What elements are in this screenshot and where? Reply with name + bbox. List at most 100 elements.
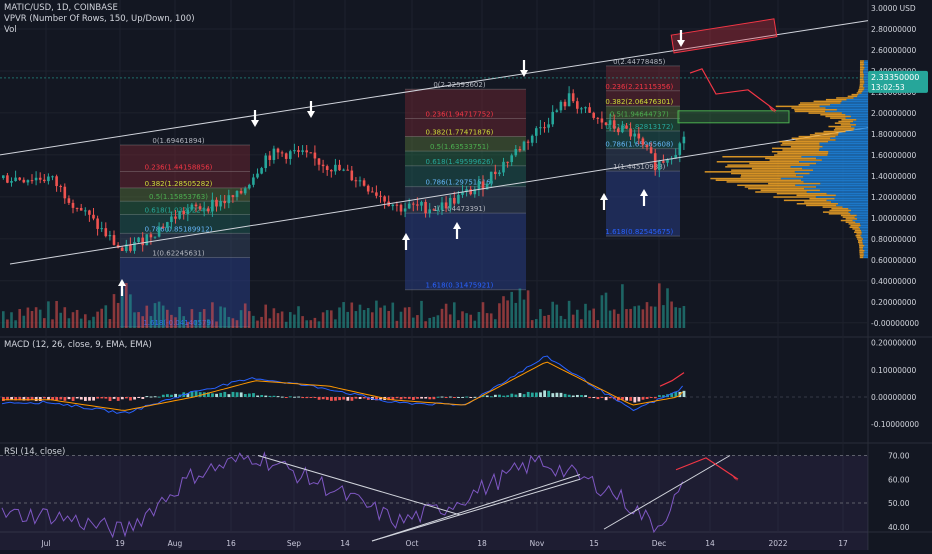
macd-legend[interactable]: MACD (12, 26, close, 9, EMA, EMA) xyxy=(4,340,152,350)
fib-band xyxy=(405,89,526,119)
volume-bar xyxy=(338,307,341,328)
vpvr-row-up xyxy=(863,83,868,86)
vpvr-row-down xyxy=(828,125,852,128)
price-candle xyxy=(489,171,493,184)
date-tick-label: 17 xyxy=(838,539,848,548)
vpvr-legend[interactable]: VPVR (Number Of Rows, 150, Up/Down, 100) xyxy=(4,14,195,24)
price-candle xyxy=(71,202,75,208)
macd-histogram-bar xyxy=(125,397,128,399)
sell-arrow-head xyxy=(251,120,259,127)
macd-histogram-bar xyxy=(395,397,399,399)
volume-bar xyxy=(239,310,243,328)
volume-bar xyxy=(506,300,509,328)
sell-arrow-head xyxy=(307,111,315,118)
price-candle xyxy=(604,122,608,125)
vpvr-row-down xyxy=(831,208,849,210)
volume-bar xyxy=(26,307,30,328)
macd-histogram-bar xyxy=(313,397,317,398)
price-candle xyxy=(84,210,87,212)
vpvr-row-up xyxy=(848,208,868,210)
price-candle xyxy=(338,164,341,171)
price-candle xyxy=(108,235,112,237)
volume-bar xyxy=(555,304,559,328)
volume-bar xyxy=(215,321,218,328)
vpvr-row-up xyxy=(806,191,868,193)
price-candle xyxy=(325,166,329,170)
vpvr-row-down xyxy=(859,85,864,87)
vpvr-row-down xyxy=(798,103,831,106)
volume-bar xyxy=(313,317,317,328)
fib-level-label: 0.786(1.29751516) xyxy=(426,179,494,187)
macd-histogram-bar xyxy=(301,397,305,399)
vpvr-row-up xyxy=(864,63,868,66)
volume-bar xyxy=(198,311,202,328)
vpvr-row-down xyxy=(737,184,796,187)
vpvr-row-down xyxy=(825,115,851,118)
vpvr-row-up xyxy=(863,65,868,67)
volume-bar xyxy=(629,308,632,328)
macd-histogram-bar xyxy=(653,397,657,399)
macd-histogram-bar xyxy=(14,397,18,401)
price-tick-label: 2.80000000 xyxy=(871,25,917,34)
volume-bar xyxy=(96,311,99,328)
vpvr-row-up xyxy=(864,249,868,252)
volume-bar xyxy=(22,315,26,328)
vpvr-row-down xyxy=(715,179,802,181)
fib-level-label: 0.5(1.15853763) xyxy=(149,193,208,201)
price-candle xyxy=(215,199,218,207)
volume-bar xyxy=(547,314,550,328)
rsi-legend[interactable]: RSI (14, close) xyxy=(4,447,66,457)
price-candle xyxy=(309,152,313,154)
vpvr-row-up xyxy=(825,110,868,113)
volume-bar xyxy=(399,311,403,328)
price-candle xyxy=(457,194,460,204)
price-candle xyxy=(6,175,9,183)
channel-lower-line xyxy=(9,127,869,265)
vpvr-row-up xyxy=(822,145,868,148)
price-candle xyxy=(211,199,214,212)
vpvr-row-down xyxy=(833,129,854,131)
macd-histogram-bar xyxy=(75,397,79,399)
price-candle xyxy=(592,112,595,118)
macd-histogram-bar xyxy=(645,397,649,399)
macd-histogram-bar xyxy=(256,395,259,397)
macd-histogram-bar xyxy=(92,397,95,401)
vpvr-row-up xyxy=(836,204,868,207)
macd-histogram-bar xyxy=(211,393,214,397)
macd-histogram-bar xyxy=(239,392,243,397)
vpvr-row-down xyxy=(710,177,781,180)
macd-histogram-bar xyxy=(149,396,153,398)
volume-bar xyxy=(358,304,362,328)
volume-bar xyxy=(284,321,288,328)
vpvr-row-up xyxy=(861,236,868,239)
price-candle xyxy=(612,120,616,129)
sell-arrow-head xyxy=(520,70,528,77)
volume-legend[interactable]: Vol xyxy=(4,25,17,35)
price-candle xyxy=(584,107,587,109)
macd-histogram-bar xyxy=(284,397,288,398)
price-candle xyxy=(526,141,530,143)
volume-bar xyxy=(14,320,17,328)
price-candle xyxy=(178,210,181,219)
vpvr-row-down xyxy=(835,127,855,129)
vpvr-row-down xyxy=(851,93,859,96)
macd-histogram-bar xyxy=(325,397,329,400)
price-candle xyxy=(600,118,604,123)
price-candle xyxy=(284,153,288,159)
price-candle xyxy=(59,186,62,188)
price-candle xyxy=(145,234,149,246)
volume-bar xyxy=(330,310,333,328)
date-tick-label: 2022 xyxy=(768,539,787,548)
volume-bar xyxy=(88,320,91,328)
volume-bar xyxy=(297,306,300,328)
price-candle xyxy=(30,180,34,182)
fib-level-label: 0(1.69461894) xyxy=(152,137,204,145)
volume-bar xyxy=(84,314,87,328)
vpvr-row-down xyxy=(841,119,857,121)
volume-bar xyxy=(666,288,669,328)
macd-histogram-bar xyxy=(145,396,149,398)
volume-bar xyxy=(645,302,649,328)
macd-histogram-bar xyxy=(592,397,596,399)
